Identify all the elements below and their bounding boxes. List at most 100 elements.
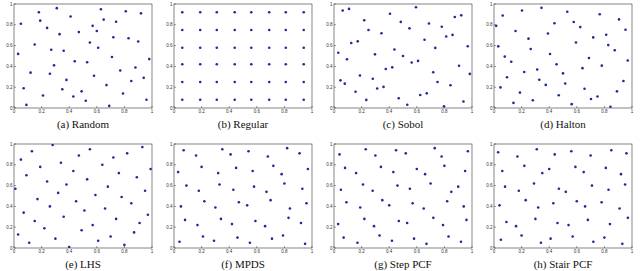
point [284, 29, 287, 32]
y-tick-label: 0.2 [326, 85, 333, 90]
x-tick-label: 0.2 [518, 249, 525, 254]
point [425, 243, 428, 246]
y-tick-label: 0.6 [6, 183, 13, 188]
point [417, 60, 420, 63]
point [268, 98, 271, 101]
point [89, 148, 92, 151]
x-tick [632, 106, 633, 108]
x-tick [96, 106, 97, 108]
x-tick [124, 106, 125, 108]
point [181, 29, 184, 32]
caption: (g) Step PCF [374, 258, 431, 271]
x-tick-label: 1 [471, 249, 474, 254]
point [268, 11, 271, 14]
point [101, 164, 104, 167]
x-tick [361, 106, 362, 108]
x-tick [494, 106, 495, 108]
y-tick [494, 66, 496, 67]
caption: (c) Sobol [383, 118, 424, 131]
point [367, 29, 370, 32]
point [215, 63, 218, 66]
point [603, 236, 606, 239]
x-tick [576, 106, 577, 108]
point [304, 243, 307, 246]
point [181, 98, 184, 101]
point [124, 10, 127, 13]
y-tick-label: 0 [490, 246, 493, 251]
point [598, 13, 601, 16]
point [250, 46, 253, 49]
x-tick [256, 246, 257, 248]
point [464, 170, 467, 173]
point [238, 201, 241, 204]
point [305, 202, 308, 205]
point [622, 80, 625, 83]
point [233, 81, 236, 84]
point [145, 98, 148, 101]
point [302, 98, 305, 101]
y-tick-label: 1 [10, 2, 13, 7]
y-tick-label: 0.6 [326, 183, 333, 188]
point [423, 38, 426, 41]
y-tick-label: 0.2 [486, 85, 493, 90]
point [523, 71, 526, 74]
point [399, 21, 402, 24]
point [600, 201, 603, 204]
point [232, 188, 235, 191]
x-tick [124, 246, 125, 248]
y-tick-label: 0.6 [326, 43, 333, 48]
x-tick-label: 0 [333, 109, 336, 114]
point [556, 222, 559, 225]
x-tick-label: 0.6 [94, 249, 101, 254]
point [362, 183, 365, 186]
y-tick [174, 66, 176, 67]
y-tick [334, 164, 336, 165]
x-tick-label: 0.4 [66, 109, 73, 114]
point [202, 235, 205, 238]
point [233, 63, 236, 66]
point [80, 229, 83, 232]
x-tick [334, 246, 335, 248]
points [177, 147, 309, 245]
plot-frame [174, 144, 312, 248]
point [592, 36, 595, 39]
x-tick-label: 1 [471, 109, 474, 114]
point [579, 26, 582, 29]
point [547, 32, 550, 35]
point [38, 11, 41, 14]
x-tick [444, 246, 445, 248]
point [514, 30, 517, 33]
point [249, 242, 252, 245]
x-tick-label: 1 [151, 249, 154, 254]
x-tick-label: 0.8 [121, 109, 128, 114]
point [537, 206, 540, 209]
y-tick [174, 108, 176, 109]
point [112, 156, 115, 159]
panel: 00.20.40.60.8100.20.40.60.81(a) Random [6, 2, 154, 132]
point [298, 152, 301, 155]
y-tick-label: 0.8 [6, 162, 13, 167]
point [138, 222, 141, 225]
x-tick [41, 106, 42, 108]
point [465, 219, 468, 222]
point [108, 105, 111, 108]
y-tick-label: 0.2 [326, 225, 333, 230]
point [384, 68, 387, 71]
x-tick-label: 0.4 [386, 109, 393, 114]
point [506, 76, 509, 79]
point [231, 223, 234, 226]
x-tick [521, 246, 522, 248]
point [346, 58, 349, 61]
point [616, 90, 619, 93]
y-tick-label: 0.8 [486, 162, 493, 167]
point [136, 176, 139, 179]
point [96, 30, 99, 33]
x-tick [174, 246, 175, 248]
point [618, 207, 621, 210]
y-tick [14, 66, 16, 67]
point [371, 190, 374, 193]
x-tick-label: 0.8 [281, 249, 288, 254]
point [457, 185, 460, 188]
point [283, 182, 286, 185]
point [115, 20, 118, 23]
